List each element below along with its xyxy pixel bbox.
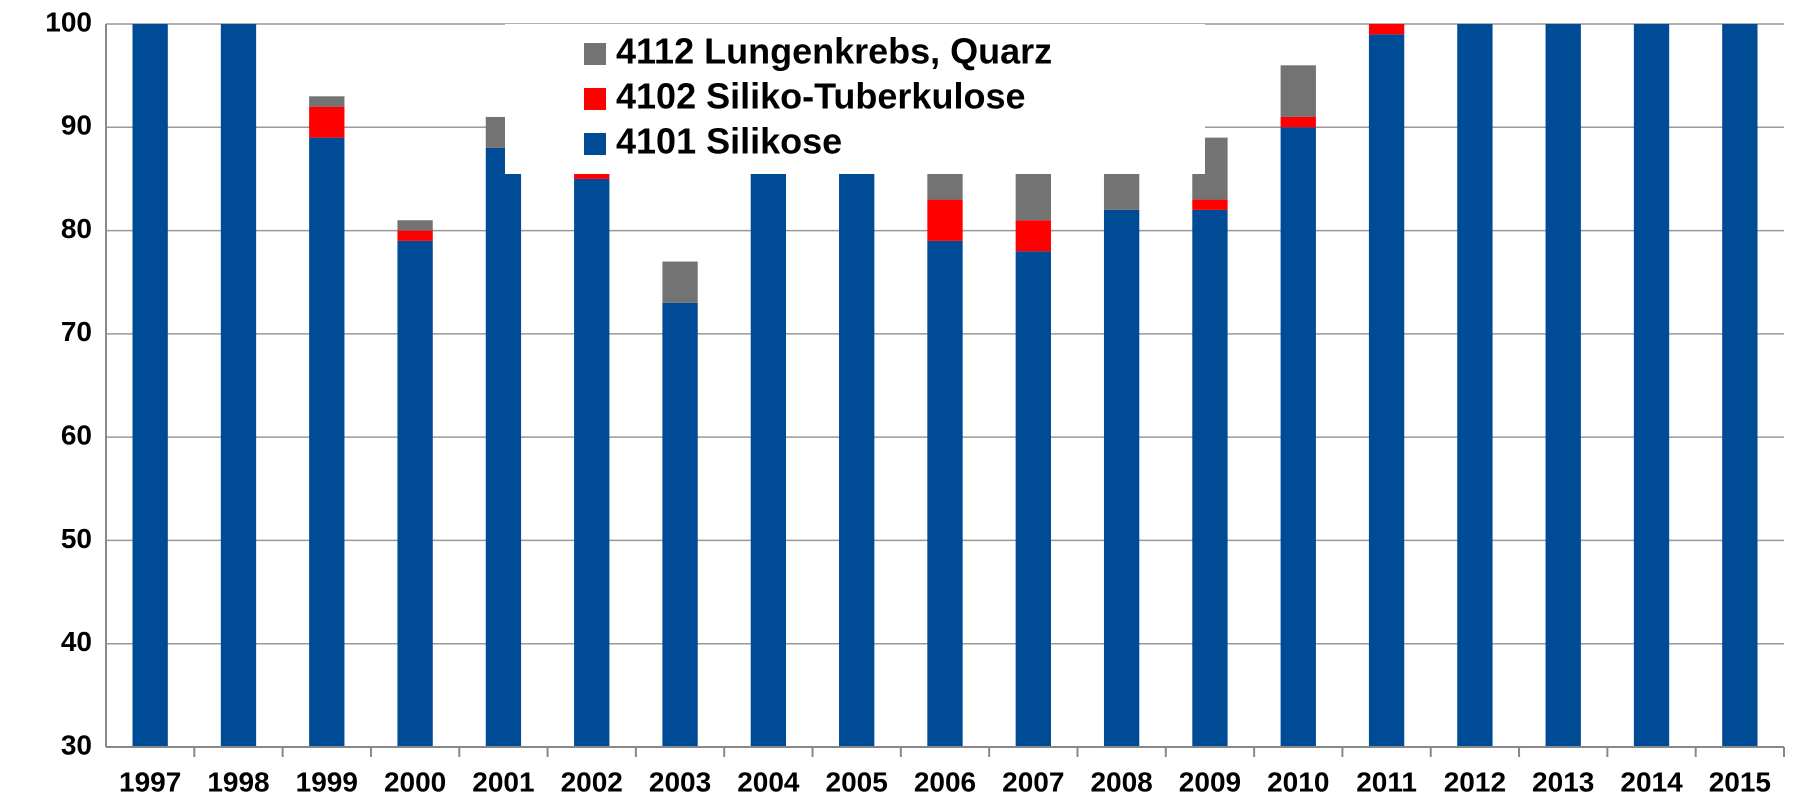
bar-segment xyxy=(132,24,168,747)
bar-segment xyxy=(1369,0,1404,24)
bar-segment xyxy=(309,106,345,138)
bar-segment xyxy=(1545,24,1581,747)
bars xyxy=(132,0,1758,747)
bar-segment xyxy=(1280,65,1316,117)
bar-segment xyxy=(574,178,610,747)
bar-segment xyxy=(927,199,963,241)
y-tick-label: 30 xyxy=(61,729,92,760)
x-tick-label: 2003 xyxy=(649,766,711,797)
bar-segment xyxy=(1103,209,1140,747)
bar-segment xyxy=(1633,24,1670,747)
x-tick-label: 2011 xyxy=(1356,766,1417,797)
bar-segment xyxy=(1280,127,1316,747)
x-tick-label: 1998 xyxy=(207,766,269,797)
legend-swatch xyxy=(584,43,606,65)
bar-segment xyxy=(1015,251,1051,747)
bar-segment xyxy=(1368,34,1405,747)
axes: 30 40 50 60 70 80 90 100 1997 1998 1999 2000 2001 200… xyxy=(45,6,1785,797)
x-tick-label: 2014 xyxy=(1620,766,1683,797)
bar-segment xyxy=(1015,220,1051,252)
x-tick-label: 2002 xyxy=(561,766,623,797)
bar-segment xyxy=(397,220,433,231)
legend-swatch xyxy=(584,133,606,155)
x-tick-label: 2015 xyxy=(1709,766,1771,797)
x-tick-label: 2008 xyxy=(1090,766,1152,797)
bar-segment xyxy=(1192,199,1228,210)
x-tick-label: 2010 xyxy=(1267,766,1329,797)
x-tick-label: 1997 xyxy=(119,766,181,797)
legend-background xyxy=(505,24,1205,174)
y-tick-label: 70 xyxy=(61,316,92,347)
bar-segment xyxy=(1192,209,1228,747)
x-tick-label: 2004 xyxy=(737,766,800,797)
y-tick-label: 80 xyxy=(61,213,92,244)
bar-segment xyxy=(397,240,433,747)
bar-segment xyxy=(309,96,345,107)
bar-segment xyxy=(485,147,522,747)
bar-segment xyxy=(662,261,698,303)
legend-label: 4101 Silikose xyxy=(616,121,842,162)
y-tick-label: 50 xyxy=(61,523,92,554)
bar-segment xyxy=(750,116,787,747)
x-tick-label: 2001 xyxy=(472,766,534,797)
x-tick-label: 2005 xyxy=(826,766,888,797)
x-tick-label: 2013 xyxy=(1532,766,1594,797)
x-tick-label: 2009 xyxy=(1179,766,1241,797)
bar-segment xyxy=(1368,24,1405,35)
bar-segment xyxy=(1457,24,1493,747)
y-tick-label: 90 xyxy=(61,110,92,141)
x-tick-label: 2000 xyxy=(384,766,446,797)
y-tick-label: 100 xyxy=(45,6,92,37)
x-tick-label: 2006 xyxy=(914,766,976,797)
bar-segment xyxy=(220,24,257,747)
x-tick-label: 1999 xyxy=(296,766,358,797)
legend-label: 4112 Lungenkrebs, Quarz xyxy=(616,31,1052,72)
y-tick-label: 40 xyxy=(61,626,92,657)
legend-label: 4102 Siliko-Tuberkulose xyxy=(616,76,1025,117)
x-tick-label: 2012 xyxy=(1444,766,1506,797)
bar-segment xyxy=(839,147,875,747)
y-tick-label: 60 xyxy=(61,420,92,451)
legend-swatch xyxy=(584,88,606,110)
bar-segment xyxy=(397,230,433,241)
bar-segment xyxy=(309,137,345,747)
bar-segment xyxy=(1722,24,1758,747)
bar-segment xyxy=(927,240,963,747)
bar-segment xyxy=(662,302,698,747)
x-tick-label: 2007 xyxy=(1002,766,1064,797)
bar-segment xyxy=(1280,116,1316,128)
